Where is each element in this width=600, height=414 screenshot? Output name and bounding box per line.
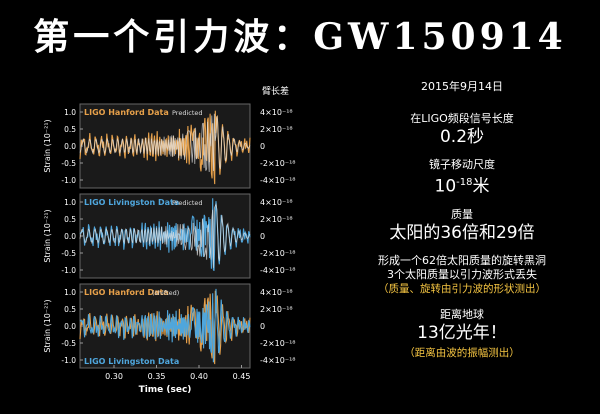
x-axis-label: Time (sec) bbox=[139, 385, 192, 395]
right-tick-label: -4×10⁻¹⁸ bbox=[260, 176, 296, 185]
y-tick-label: 0.0 bbox=[64, 232, 76, 241]
mirror-value-unit: 米 bbox=[472, 176, 490, 197]
y-tick-label: -1.0 bbox=[61, 266, 76, 275]
panel-title: LIGO Hanford Data bbox=[84, 288, 169, 297]
right-tick-label: 2×10⁻¹⁸ bbox=[260, 215, 293, 224]
right-axis-title: 臂长差 bbox=[262, 85, 289, 97]
page-title: 第一个引力波：GW150914 bbox=[33, 16, 567, 58]
right-tick-label: 4×10⁻¹⁸ bbox=[260, 288, 293, 297]
panel-bottom-title: LIGO Livingston Data bbox=[84, 357, 179, 366]
y-tick-label: 0.5 bbox=[64, 125, 76, 134]
y-tick-label: -1.0 bbox=[61, 356, 76, 365]
right-tick-label: 0 bbox=[260, 232, 265, 241]
right-tick-label: 2×10⁻¹⁸ bbox=[260, 305, 293, 314]
panel-tag: Predicted bbox=[172, 199, 203, 207]
right-tick-label: 4×10⁻¹⁸ bbox=[260, 198, 293, 207]
y-tick-label: -0.5 bbox=[61, 159, 76, 168]
right-tick-label: 0 bbox=[260, 142, 265, 151]
y-tick-label: 0.0 bbox=[64, 322, 76, 331]
panel-1: LIGO Hanford Data Predicted Strain (10⁻²¹)… bbox=[43, 103, 296, 189]
info-panel: 2015年9月14日 在LIGO频段信号长度 0.2秒 镜子移动尺度 10-18… bbox=[352, 78, 572, 372]
y-tick-label: 0.5 bbox=[64, 215, 76, 224]
y-tick-label: 1.0 bbox=[64, 288, 76, 297]
freq-label: 在LIGO频段信号长度 bbox=[410, 112, 514, 125]
right-tick-label: 0 bbox=[260, 322, 265, 331]
waveform-livingston bbox=[79, 288, 251, 363]
panel-title: LIGO Livingston Data bbox=[84, 198, 179, 207]
x-tick-label: 0.40 bbox=[190, 372, 208, 381]
dist-note: （距离由波的振幅测出） bbox=[404, 346, 520, 359]
right-tick-label: -4×10⁻¹⁸ bbox=[260, 266, 296, 275]
freq-value: 0.2秒 bbox=[439, 127, 485, 147]
dist-value: 13亿光年！ bbox=[417, 322, 507, 343]
right-tick-label: 4×10⁻¹⁸ bbox=[260, 108, 293, 117]
right-tick-label: -2×10⁻¹⁸ bbox=[260, 249, 296, 258]
y-tick-label: 1.0 bbox=[64, 108, 76, 117]
y-tick-label: -0.5 bbox=[61, 249, 76, 258]
mass-value: 太阳的36倍和29倍 bbox=[389, 222, 535, 243]
panel-tag: (shifted) bbox=[152, 289, 179, 297]
x-tick-label: 0.45 bbox=[233, 372, 251, 381]
y-axis-label: Strain (10⁻²¹) bbox=[43, 299, 52, 352]
right-tick-label: -2×10⁻¹⁸ bbox=[260, 339, 296, 348]
mirror-value-base: 10 bbox=[434, 176, 457, 197]
y-axis-label: Strain (10⁻²¹) bbox=[43, 209, 52, 262]
bh-line-1: 形成一个62倍太阳质量的旋转黑洞 bbox=[378, 253, 546, 267]
right-tick-label: 2×10⁻¹⁸ bbox=[260, 125, 293, 134]
x-tick-label: 0.30 bbox=[105, 372, 123, 381]
predicted-waveform bbox=[79, 113, 251, 173]
mirror-value-exp: -18 bbox=[456, 177, 473, 188]
mirror-value: 10-18米 bbox=[352, 172, 572, 198]
x-tick-label: 0.35 bbox=[148, 372, 166, 381]
dist-label: 距离地球 bbox=[440, 307, 484, 321]
event-date: 2015年9月14日 bbox=[421, 80, 503, 93]
mass-label: 质量 bbox=[451, 207, 473, 221]
right-tick-label: -2×10⁻¹⁸ bbox=[260, 159, 296, 168]
y-tick-label: 0.0 bbox=[64, 142, 76, 151]
panel-title: LIGO Hanford Data bbox=[84, 108, 169, 117]
bh-line-2: 3个太阳质量以引力波形式丢失 bbox=[387, 267, 537, 281]
y-tick-label: 1.0 bbox=[64, 198, 76, 207]
waveform-hanford bbox=[79, 290, 251, 365]
panel-3: LIGO Hanford Data(shifted) LIGO Livingsto… bbox=[43, 283, 296, 369]
y-tick-label: -1.0 bbox=[61, 176, 76, 185]
mirror-label: 镜子移动尺度 bbox=[429, 158, 495, 171]
y-axis-label: Strain (10⁻²¹) bbox=[43, 119, 52, 172]
panel-tag: Predicted bbox=[172, 109, 203, 117]
predicted-waveform bbox=[79, 202, 251, 268]
right-tick-label: -4×10⁻¹⁸ bbox=[260, 356, 296, 365]
bh-note: （质量、旋转由引力波的形状测出） bbox=[378, 282, 546, 295]
y-tick-label: 0.5 bbox=[64, 305, 76, 314]
y-tick-label: -0.5 bbox=[61, 339, 76, 348]
